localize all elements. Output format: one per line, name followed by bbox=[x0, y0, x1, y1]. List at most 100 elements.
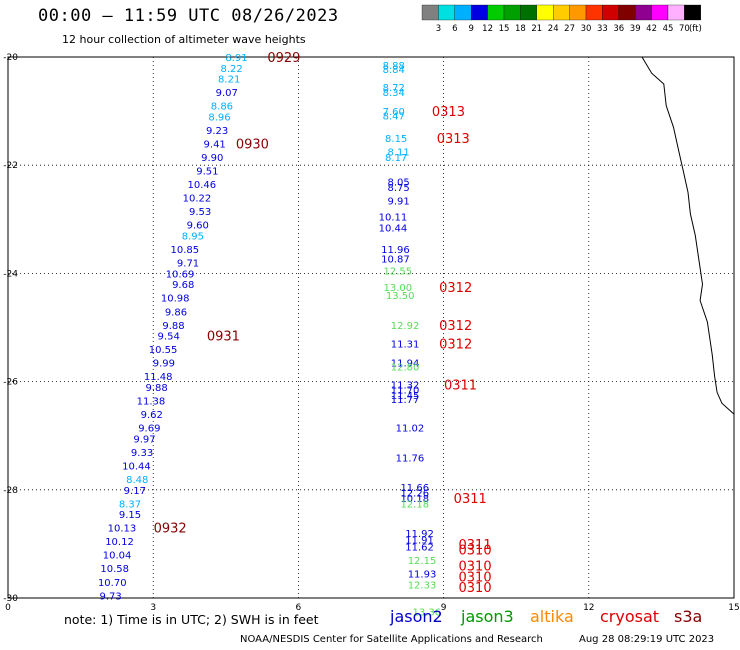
legend-s3a: s3a bbox=[674, 607, 703, 626]
wave-height-label: 13.00 bbox=[383, 283, 412, 294]
colorbar-swatch bbox=[618, 4, 636, 21]
wave-height-label: 9.07 bbox=[216, 88, 238, 99]
pass-time-label: 0310 bbox=[459, 560, 492, 575]
page-title: 00:00 – 11:59 UTC 08/26/2023 bbox=[38, 6, 339, 26]
wave-height-label: 9.60 bbox=[187, 221, 209, 232]
legend-altika: altika bbox=[530, 607, 574, 626]
wave-height-label: 9.17 bbox=[124, 486, 146, 497]
wave-height-label: 8.86 bbox=[211, 102, 233, 113]
wave-height-label: 9.41 bbox=[204, 140, 226, 151]
wave-height-label: 10.58 bbox=[100, 564, 129, 575]
wave-height-label: 8.05 bbox=[387, 177, 409, 188]
wave-height-label: 10.44 bbox=[379, 223, 408, 234]
colorbar-tick-label: 18 bbox=[515, 24, 526, 34]
wave-height-label: 9.90 bbox=[201, 153, 223, 164]
colorbar-tick-label: 3 bbox=[436, 24, 441, 34]
colorbar-tick-label: 6 bbox=[452, 24, 457, 34]
wave-height-label: 11.66 bbox=[400, 483, 429, 494]
wave-height-label: 8.91 bbox=[225, 53, 247, 64]
wave-height-label: 10.44 bbox=[122, 461, 151, 472]
wave-height-label: 8.11 bbox=[387, 148, 409, 159]
pass-time-label: 0312 bbox=[439, 319, 472, 334]
colorbar-tick-label: 45 bbox=[663, 24, 674, 34]
colorbar-swatch bbox=[421, 4, 439, 21]
wave-height-label: 9.51 bbox=[196, 167, 218, 178]
wave-height-label: 9.69 bbox=[138, 424, 160, 435]
colorbar-swatch bbox=[520, 4, 537, 21]
colorbar-tick-label: 24 bbox=[548, 24, 559, 34]
wave-height-label: 9.86 bbox=[165, 307, 187, 318]
wave-height-label: 8.72 bbox=[383, 83, 405, 94]
pass-time-label: 0311 bbox=[454, 492, 487, 507]
wave-height-label: 9.99 bbox=[153, 359, 175, 370]
x-tick-label: 0 bbox=[5, 603, 11, 613]
wave-height-label: 9.62 bbox=[141, 410, 163, 421]
colorbar-swatch bbox=[651, 4, 669, 21]
wave-height-label: 11.31 bbox=[391, 340, 420, 351]
colorbar-tick-label: 9 bbox=[468, 24, 473, 34]
wave-height-label: 12.80 bbox=[391, 362, 420, 373]
wave-height-label: 12.18 bbox=[400, 499, 429, 510]
footnote: note: 1) Time is in UTC; 2) SWH is in fe… bbox=[64, 612, 319, 627]
wave-height-label: 10.69 bbox=[166, 269, 195, 280]
y-tick-label: -28 bbox=[3, 486, 18, 496]
wave-height-label: 11.94 bbox=[391, 359, 420, 370]
colorbar-tick-label: 42 bbox=[646, 24, 657, 34]
colorbar-swatch bbox=[553, 4, 570, 21]
wave-height-label: 8.88 bbox=[383, 61, 405, 72]
wave-height-label: 8.21 bbox=[218, 75, 240, 86]
colorbar-swatch bbox=[487, 4, 505, 21]
pass-time-label: 0932 bbox=[154, 522, 187, 537]
colorbar-swatch bbox=[585, 4, 603, 21]
colorbar-swatch bbox=[471, 4, 488, 21]
x-tick-label: 15 bbox=[728, 603, 739, 613]
colorbar-swatch bbox=[569, 4, 587, 21]
wave-height-label: 9.23 bbox=[206, 126, 228, 137]
wave-height-label: 10.11 bbox=[379, 213, 408, 224]
wave-height-label: 11.45 bbox=[391, 391, 420, 402]
x-tick-label: 12 bbox=[583, 603, 594, 613]
wave-height-label: 11.77 bbox=[391, 395, 420, 406]
wave-height-label: 8.17 bbox=[385, 153, 407, 164]
legend-jason3: jason3 bbox=[461, 607, 514, 626]
wave-height-label: 8.37 bbox=[119, 499, 141, 510]
pass-time-label: 0310 bbox=[459, 570, 492, 585]
wave-height-label: 13.36 bbox=[413, 608, 442, 619]
wave-height-label: 10.18 bbox=[400, 494, 429, 505]
wave-height-label: 10.12 bbox=[105, 537, 134, 548]
colorbar-tick-label: 15 bbox=[499, 24, 510, 34]
wave-height-label: 13.50 bbox=[386, 291, 415, 302]
wave-height-label: 12.92 bbox=[391, 321, 420, 332]
wave-height-label: 11.93 bbox=[408, 570, 437, 581]
colorbar-swatch bbox=[667, 4, 685, 21]
wave-height-label: 9.73 bbox=[99, 591, 121, 602]
pass-time-label: 0310 bbox=[459, 543, 492, 558]
colorbar-swatch bbox=[536, 4, 554, 21]
wave-height-label: 10.70 bbox=[98, 578, 127, 589]
wave-height-label: 8.47 bbox=[383, 111, 405, 122]
colorbar-swatch bbox=[454, 4, 472, 21]
wave-height-label: 12.55 bbox=[383, 267, 412, 278]
colorbar-tick-label: 27 bbox=[564, 24, 575, 34]
x-tick-label: 9 bbox=[441, 603, 447, 613]
colorbar-swatch bbox=[635, 4, 652, 21]
wave-height-label: 11.32 bbox=[391, 380, 420, 391]
wave-height-label: 10.98 bbox=[161, 294, 190, 305]
pass-time-label: 0311 bbox=[459, 538, 492, 553]
wave-height-label: 10.87 bbox=[381, 254, 410, 265]
wave-height-label: 11.62 bbox=[405, 543, 434, 554]
pass-time-label: 0930 bbox=[236, 138, 269, 153]
wave-height-label: 9.54 bbox=[158, 332, 180, 343]
wave-height-label: 11.91 bbox=[405, 536, 434, 547]
pass-time-label: 0312 bbox=[439, 281, 472, 296]
colorbar-tick-label: 30 bbox=[581, 24, 592, 34]
wave-height-label: 12.15 bbox=[408, 556, 437, 567]
y-tick-label: -30 bbox=[3, 594, 18, 604]
y-tick-label: -24 bbox=[3, 269, 18, 279]
wave-height-label: 8.48 bbox=[126, 475, 148, 486]
wave-height-label: 11.96 bbox=[381, 245, 410, 256]
y-tick-label: -26 bbox=[3, 378, 18, 388]
wave-height-label: 8.96 bbox=[208, 113, 230, 124]
wave-height-label: 10.46 bbox=[187, 180, 216, 191]
